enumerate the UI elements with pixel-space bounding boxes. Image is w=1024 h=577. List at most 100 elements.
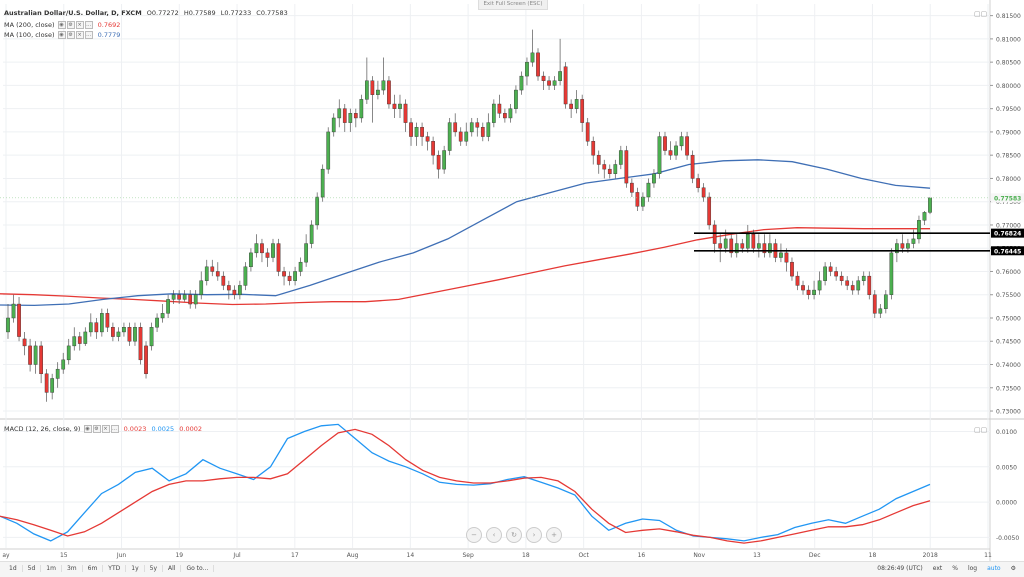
candle-body [149, 327, 154, 347]
zoom-out-button[interactable]: − [466, 527, 482, 543]
go-to-date-button[interactable]: Go to... [181, 565, 215, 572]
candle-body [387, 80, 391, 105]
range-all[interactable]: All [163, 565, 182, 572]
candle-body [265, 252, 270, 258]
candle-body [133, 327, 137, 342]
symbol-title[interactable]: Australian Dollar/U.S. Dollar, D, FXCM [4, 9, 142, 17]
range-1d[interactable]: 1d [4, 565, 23, 572]
candle-body [917, 220, 921, 240]
log-toggle[interactable]: log [967, 565, 978, 572]
candle-body [348, 113, 353, 123]
clock-readout[interactable]: 08:26:49 (UTC) [877, 565, 923, 572]
range-6m[interactable]: 6m [83, 565, 104, 572]
range-1y[interactable]: 1y [126, 565, 145, 572]
range-5d[interactable]: 5d [23, 565, 42, 572]
price-tick-label: 0.78500 [996, 153, 1021, 160]
more-icon[interactable]: … [110, 425, 119, 433]
candle-body [232, 289, 237, 295]
settings-icon[interactable]: ⚙ [66, 31, 75, 39]
candle-body [61, 359, 66, 370]
candle-body [652, 173, 656, 184]
candle-body [105, 313, 110, 328]
candle-body [508, 108, 513, 119]
zoom-in-button[interactable]: + [546, 527, 562, 543]
time-tick-label: 2018 [923, 552, 938, 559]
macd-tick-label: 0.0000 [996, 500, 1017, 507]
time-tick-label: 18 [869, 552, 877, 559]
candle-body [745, 234, 750, 249]
candle-body [442, 150, 447, 170]
percent-toggle[interactable]: % [952, 565, 958, 572]
candle-body [734, 243, 739, 254]
range-1m[interactable]: 1m [41, 565, 62, 572]
scroll-left-button[interactable]: ‹ [486, 527, 502, 543]
ma200-value: 0.7692 [97, 21, 121, 29]
candle-body [99, 313, 104, 333]
close-icon[interactable]: × [75, 21, 84, 29]
candle-body [199, 280, 204, 295]
settings-icon[interactable]: ⚙ [66, 21, 75, 29]
more-icon[interactable]: … [84, 31, 93, 39]
time-tick-label: Aug [347, 552, 359, 559]
high-value: H0.77589 [183, 9, 216, 17]
exit-full-screen-button[interactable]: Exit Full Screen (ESC) [478, 0, 548, 10]
more-icon[interactable]: … [84, 21, 93, 29]
time-tick-label: Nov [693, 552, 705, 559]
eye-icon[interactable]: ◉ [57, 31, 66, 39]
macd-line [0, 423, 931, 542]
candle-body [712, 224, 717, 244]
candle-body [11, 303, 16, 319]
candle-body [210, 266, 215, 272]
chart-navigation: − ‹ ↻ › + [466, 527, 562, 543]
pane-controls[interactable]: ▢▢ [974, 10, 988, 18]
candle-body [188, 294, 193, 305]
time-tick-label: Oct [578, 552, 589, 559]
macd-tick-label: 0.0050 [996, 464, 1017, 471]
candle-body [756, 243, 761, 249]
ma200-label[interactable]: MA (200, close) [4, 21, 55, 29]
candle-body [226, 285, 231, 291]
candle-body [111, 327, 115, 337]
candle-body [685, 136, 689, 156]
candle-body [254, 243, 259, 254]
macd-label[interactable]: MACD (12, 26, close, 9) [4, 425, 81, 433]
price-marker-label: 0.76824 [994, 231, 1021, 238]
candle-body [895, 243, 899, 254]
candle-body [353, 113, 358, 119]
candle-body [740, 243, 745, 249]
candle-body [900, 243, 905, 249]
time-tick-label: 18 [522, 552, 530, 559]
candle-body [44, 373, 49, 393]
ext-toggle[interactable]: ext [932, 565, 943, 572]
candle-body [547, 80, 551, 86]
candle-body [519, 75, 524, 91]
candle-body [177, 294, 182, 300]
ma100-label[interactable]: MA (100, close) [4, 31, 55, 39]
eye-icon[interactable]: ◉ [57, 21, 66, 29]
candle-body [22, 338, 27, 347]
candle-body [376, 89, 380, 95]
eye-icon[interactable]: ◉ [83, 425, 92, 433]
candle-body [630, 182, 634, 193]
auto-toggle[interactable]: auto [987, 565, 1001, 572]
settings-icon[interactable]: ⚙ [92, 425, 101, 433]
candle-body [541, 75, 546, 81]
gear-icon[interactable]: ⚙ [1010, 565, 1016, 572]
candle-body [458, 131, 463, 142]
price-tick-label: 0.80500 [996, 60, 1021, 67]
time-tick-label: Jul [232, 552, 241, 559]
scroll-right-button[interactable]: › [526, 527, 542, 543]
candle-body [806, 289, 811, 295]
candle-body [83, 331, 88, 344]
price-tick-label: 0.75000 [996, 315, 1021, 322]
macd-pane-controls[interactable]: ▢▢ [974, 426, 988, 434]
range-ytd[interactable]: YTD [103, 565, 127, 572]
range-3m[interactable]: 3m [62, 565, 83, 572]
range-5y[interactable]: 5y [145, 565, 163, 572]
candle-body [326, 131, 331, 170]
close-icon[interactable]: × [101, 425, 110, 433]
candle-body [77, 336, 82, 344]
close-icon[interactable]: × [75, 31, 84, 39]
reset-button[interactable]: ↻ [506, 527, 522, 543]
